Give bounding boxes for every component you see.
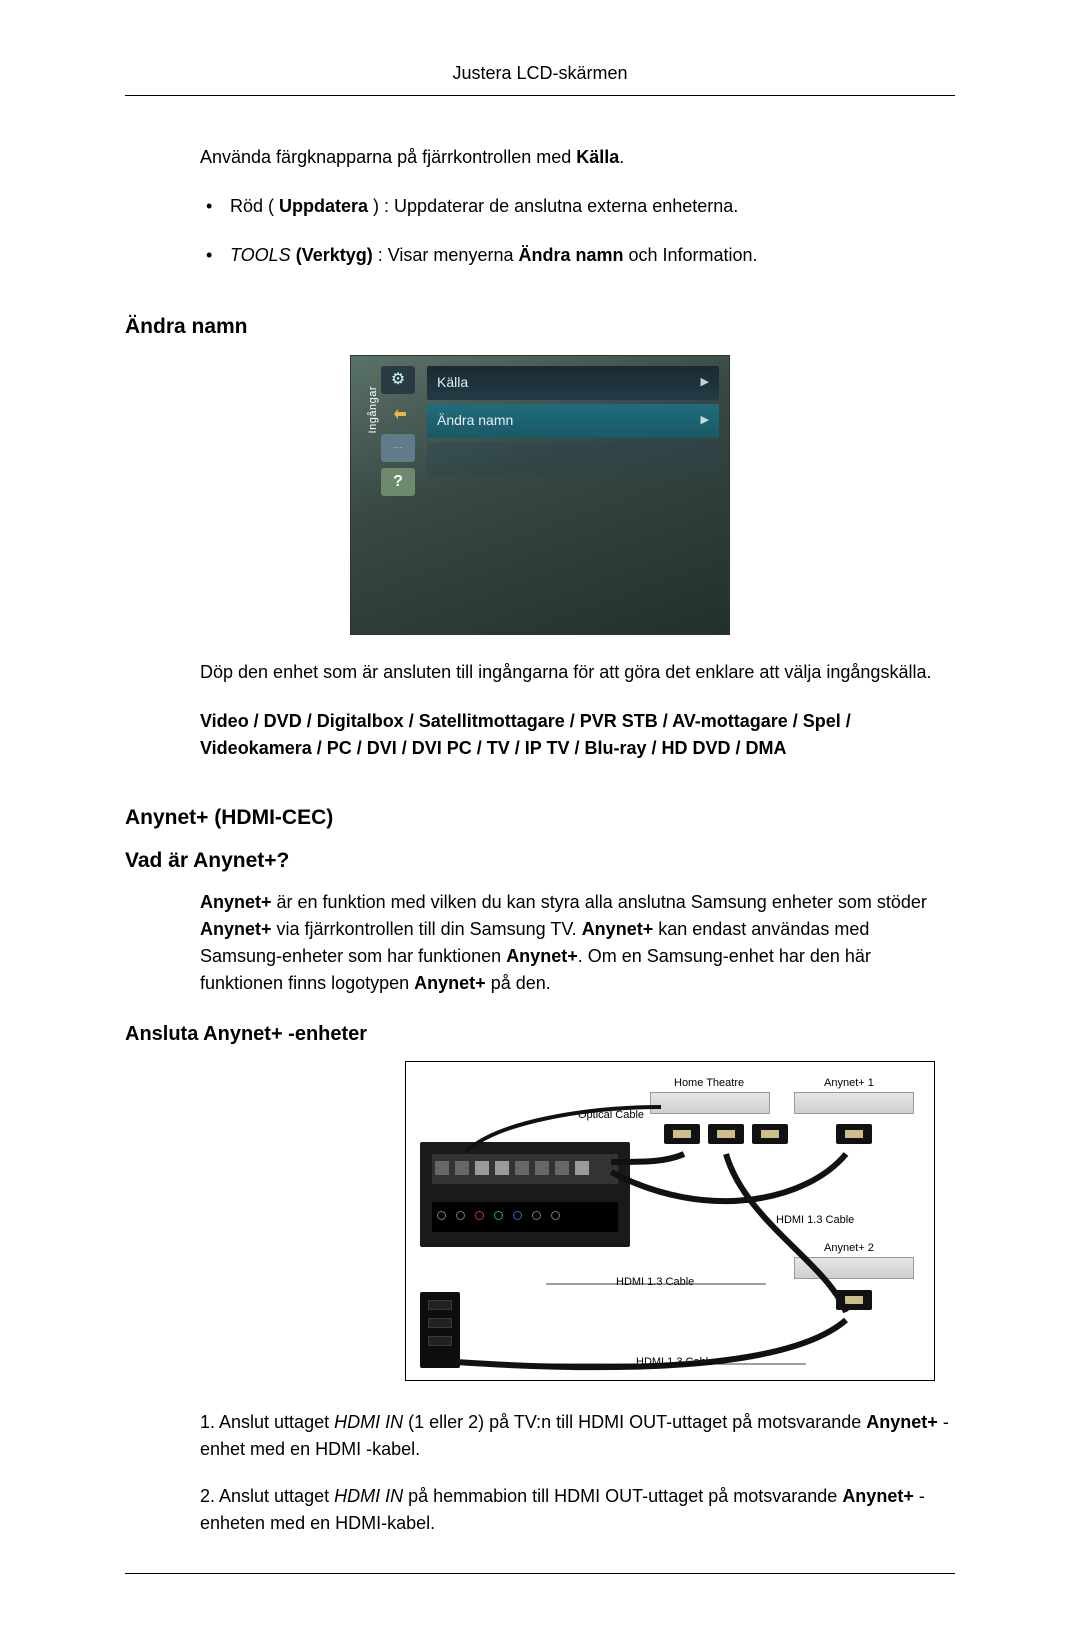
section-anynet-hdmi: Anynet+ (HDMI-CEC) [125,802,955,834]
ext-device [420,1292,460,1368]
tv-port-row [432,1154,618,1184]
gear-icon: ⚙ [381,366,415,394]
osd-row1-label: Källa [437,372,468,393]
chevron-right-icon: ▶ [701,412,709,429]
connection-diagram: Home Theatre Anynet+ 1 Anynet+ 2 Optical… [405,1061,935,1381]
ht-port-1 [664,1124,700,1144]
s1-i: HDMI IN [334,1412,403,1432]
b1-bold: Uppdatera [279,196,368,216]
rule-bottom [125,1573,955,1574]
rule-top [125,95,955,96]
p2-t1: är en funktion med vilken du kan styra a… [272,892,927,912]
p2-b5: Anynet+ [414,973,486,993]
home-theatre-box [650,1092,770,1114]
osd-row-andra-namn: Ändra namn ▶ [427,404,719,438]
device-icon: ··· [381,434,415,462]
label-home-theatre: Home Theatre [674,1075,744,1092]
label-hdmi-1: HDMI 1.3 Cable [776,1212,854,1229]
anynet2-box [794,1257,914,1279]
s1-mid: (1 eller 2) på TV:n till HDMI OUT-uttage… [403,1412,866,1432]
para-description: Döp den enhet som är ansluten till ingån… [200,659,955,686]
section-andra-namn: Ändra namn [125,311,955,343]
bullet-2: TOOLS (Verktyg) : Visar menyerna Ändra n… [200,242,955,269]
osd-row-kalla: Källa ▶ [427,366,719,400]
label-anynet1: Anynet+ 1 [824,1075,874,1092]
p2-t5: på den. [486,973,551,993]
p2-b2: Anynet+ [200,919,272,939]
chevron-right-icon: ▶ [701,374,709,391]
b2-italic: TOOLS [230,245,296,265]
intro-post: . [619,147,624,167]
osd-row-empty [427,442,719,476]
s1-b: Anynet+ [866,1412,938,1432]
anynet-description: Anynet+ är en funktion med vilken du kan… [200,889,955,997]
step-1: 1. Anslut uttaget HDMI IN (1 eller 2) på… [200,1409,955,1463]
s2-mid: på hemmabion till HDMI OUT-uttaget på mo… [403,1486,842,1506]
b2-post: och Information. [623,245,757,265]
help-icon: ? [381,468,415,496]
intro-pre: Använda färgknapparna på fjärrkontrollen… [200,147,576,167]
plug-icon [381,400,415,428]
osd-screenshot: Ingångar ⚙ ··· ? Källa▶ Ändra namn▶ [350,355,730,635]
label-hdmi-2: HDMI 1.3 Cable [616,1274,694,1291]
page-header: Justera LCD-skärmen [125,60,955,87]
intro-bold: Källa [576,147,619,167]
anynet1-box [794,1092,914,1114]
a1-port [836,1124,872,1144]
b1-mid: ) : Uppdaterar de anslutna externa enhet… [368,196,738,216]
s2-b: Anynet+ [842,1486,914,1506]
label-hdmi-3: HDMI 1.3 Cable [636,1354,714,1371]
p2-b4: Anynet+ [506,946,578,966]
tv-av-strip [432,1202,618,1232]
ht-port-3 [752,1124,788,1144]
section-vad-ar-anynet: Vad är Anynet+? [125,845,955,877]
label-optical: Optical Cable [578,1107,644,1124]
step-2: 2. Anslut uttaget HDMI IN på hemmabion t… [200,1483,955,1537]
bullet-1: Röd ( Uppdatera ) : Uppdaterar de anslut… [200,193,955,220]
ht-port-2 [708,1124,744,1144]
p2-b3: Anynet+ [582,919,654,939]
options-list: Video / DVD / Digitalbox / Satellitmotta… [200,708,955,762]
b2-bold1: (Verktyg) [296,245,373,265]
p2-b1: Anynet+ [200,892,272,912]
section-ansluta: Ansluta Anynet+ -enheter [125,1019,955,1049]
b1-pre: Röd ( [230,196,279,216]
intro-line: Använda färgknapparna på fjärrkontrollen… [200,144,955,171]
s2-i: HDMI IN [334,1486,403,1506]
s2-pre: 2. Anslut uttaget [200,1486,334,1506]
bullet-list: Röd ( Uppdatera ) : Uppdaterar de anslut… [200,193,955,269]
osd-row2-label: Ändra namn [437,410,513,431]
b2-bold2: Ändra namn [518,245,623,265]
label-anynet2: Anynet+ 2 [824,1240,874,1257]
p2-t2: via fjärrkontrollen till din Samsung TV. [272,919,582,939]
b2-mid: : Visar menyerna [373,245,519,265]
a2-port [836,1290,872,1310]
s1-pre: 1. Anslut uttaget [200,1412,334,1432]
osd-sidebar: ⚙ ··· ? [363,366,419,502]
